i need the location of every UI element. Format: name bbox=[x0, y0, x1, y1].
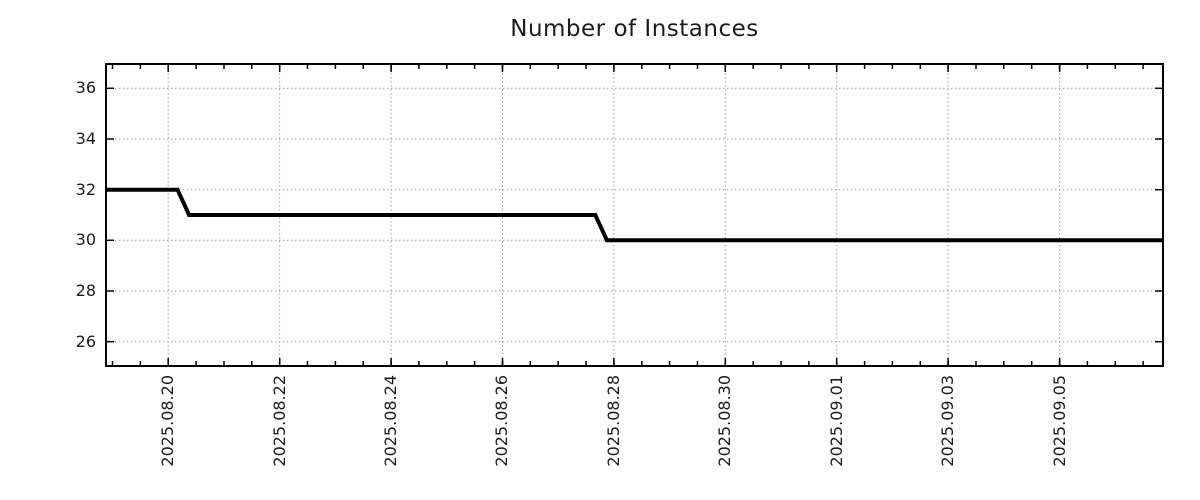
x-tick-label: 2025.08.30 bbox=[715, 375, 734, 467]
instances-line bbox=[105, 187, 1164, 243]
x-tick-label: 2025.08.26 bbox=[492, 375, 511, 467]
plot-area bbox=[105, 63, 1164, 367]
plot-frame bbox=[105, 63, 1164, 367]
x-tick-label: 2025.08.22 bbox=[270, 375, 289, 467]
y-tick-label: 26 bbox=[75, 332, 96, 351]
y-tick-label: 32 bbox=[75, 180, 96, 199]
x-tick-label: 2025.08.28 bbox=[604, 375, 623, 467]
plot-canvas bbox=[105, 63, 1164, 367]
y-tick-label: 36 bbox=[75, 78, 96, 97]
x-tick-label: 2025.09.01 bbox=[827, 375, 846, 467]
x-tick-label: 2025.08.24 bbox=[381, 375, 400, 467]
y-tick-label: 28 bbox=[75, 281, 96, 300]
chart-title: Number of Instances bbox=[510, 16, 759, 42]
y-tick-label: 30 bbox=[75, 230, 96, 249]
y-tick-label: 34 bbox=[75, 129, 96, 148]
x-tick-label: 2025.09.05 bbox=[1050, 375, 1069, 467]
x-tick-label: 2025.09.03 bbox=[938, 375, 957, 467]
x-tick-label: 2025.08.20 bbox=[158, 375, 177, 467]
